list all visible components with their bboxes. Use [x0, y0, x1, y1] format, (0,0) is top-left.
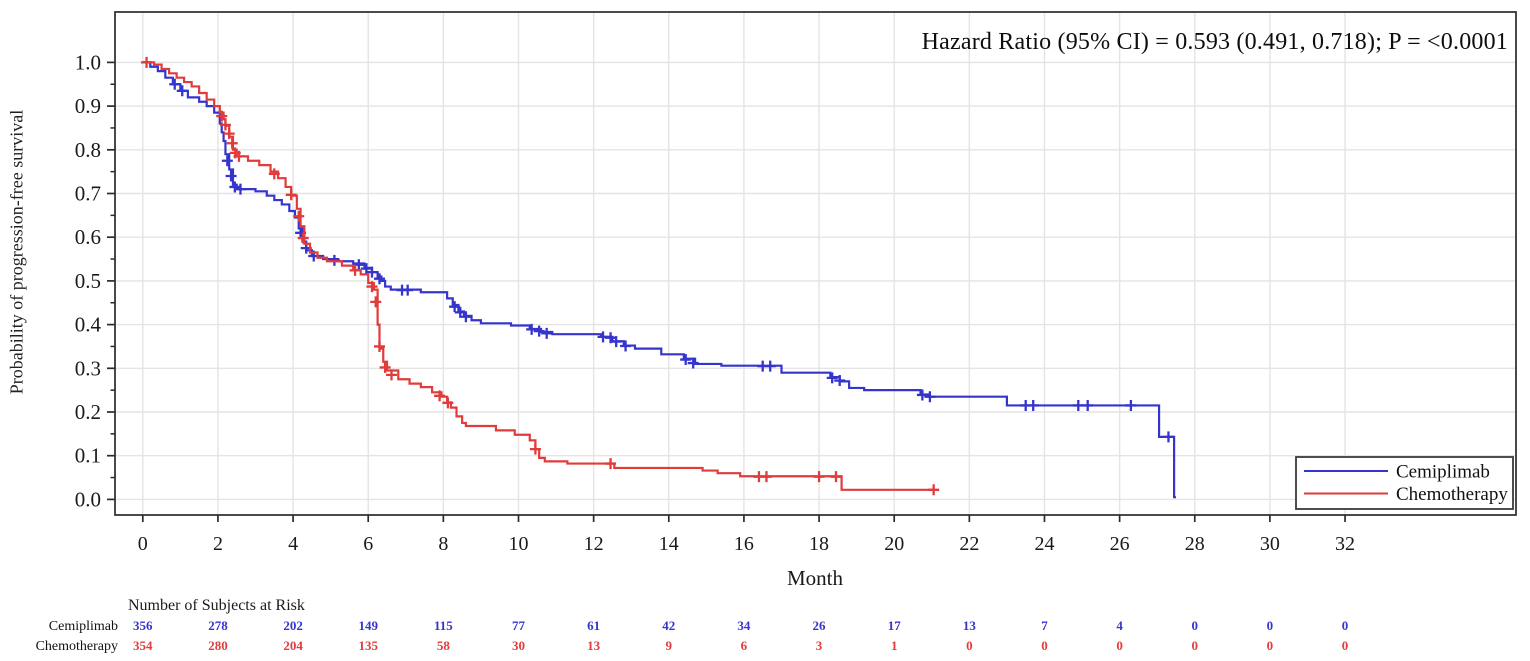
risk-count: 202	[283, 618, 303, 633]
x-axis-label: Month	[786, 566, 844, 590]
x-axis: 0 2 4 6 8 10 12 14 16 18 20 22 24 26 28 30 32	[138, 515, 1355, 555]
risk-count: 0	[1342, 618, 1349, 633]
series-chemotherapy	[141, 56, 940, 496]
risk-count: 0	[1192, 618, 1199, 633]
risk-count: 115	[434, 618, 453, 633]
censor-marks	[169, 78, 1174, 443]
svg-text:0.8: 0.8	[75, 138, 101, 162]
svg-text:22: 22	[959, 533, 979, 555]
svg-text:0.9: 0.9	[75, 94, 101, 118]
risk-table: Cemiplimab 356 278 202 149 115 77 61 42 34 26 17 13 7…	[36, 618, 1349, 654]
risk-count: 3	[816, 638, 823, 653]
svg-text:30: 30	[1260, 533, 1280, 555]
svg-text:18: 18	[809, 533, 829, 555]
svg-text:0.2: 0.2	[75, 400, 101, 424]
risk-count: 204	[283, 638, 303, 653]
risk-count: 17	[888, 618, 902, 633]
risk-count: 149	[358, 618, 378, 633]
risk-count: 9	[666, 638, 673, 653]
risk-count: 30	[512, 638, 525, 653]
svg-text:26: 26	[1110, 533, 1130, 555]
censor-marks	[141, 56, 940, 496]
risk-count: 0	[1041, 638, 1048, 653]
risk-count: 61	[587, 618, 600, 633]
risk-count: 280	[208, 638, 228, 653]
y-axis-label: Probability of progression-free survival	[6, 109, 27, 395]
risk-row-label: Cemiplimab	[49, 619, 118, 634]
svg-text:32: 32	[1335, 533, 1355, 555]
risk-count: 0	[1267, 618, 1274, 633]
legend-label: Chemotherapy	[1396, 484, 1508, 505]
series-cemiplimab	[142, 61, 1176, 499]
risk-row-label: Chemotherapy	[36, 639, 118, 654]
y-axis: 0.0 0.1 0.2 0.3 0.4 0.5 0.6 0.7 0.8 0.9 1.0	[75, 50, 115, 511]
svg-text:12: 12	[584, 533, 604, 555]
risk-count: 354	[133, 638, 153, 653]
svg-text:0.5: 0.5	[75, 269, 101, 293]
svg-text:28: 28	[1185, 533, 1205, 555]
risk-count: 0	[966, 638, 973, 653]
svg-text:8: 8	[438, 533, 448, 555]
svg-text:0: 0	[138, 533, 148, 555]
hazard-ratio-annotation: Hazard Ratio (95% CI) = 0.593 (0.491, 0.…	[921, 29, 1508, 55]
risk-count: 278	[208, 618, 228, 633]
svg-text:0.1: 0.1	[75, 444, 101, 468]
svg-text:4: 4	[288, 533, 298, 555]
risk-count: 135	[358, 638, 378, 653]
svg-text:2: 2	[213, 533, 223, 555]
risk-count: 26	[813, 618, 827, 633]
svg-text:16: 16	[734, 533, 754, 555]
risk-count: 77	[512, 618, 526, 633]
risk-count: 58	[437, 638, 451, 653]
risk-count: 13	[963, 618, 977, 633]
svg-text:1.0: 1.0	[75, 50, 101, 74]
risk-count: 1	[891, 638, 898, 653]
svg-text:20: 20	[884, 533, 904, 555]
risk-count: 356	[133, 618, 153, 633]
legend-label: Cemiplimab	[1396, 462, 1490, 483]
risk-count: 0	[1192, 638, 1199, 653]
risk-count: 7	[1041, 618, 1048, 633]
svg-text:0.0: 0.0	[75, 487, 101, 511]
svg-text:10: 10	[509, 533, 529, 555]
risk-count: 0	[1116, 638, 1123, 653]
risk-count: 13	[587, 638, 601, 653]
svg-text:0.7: 0.7	[75, 182, 101, 206]
risk-count: 4	[1116, 618, 1123, 633]
risk-count: 0	[1342, 638, 1349, 653]
risk-count: 34	[737, 618, 751, 633]
risk-count: 6	[741, 638, 748, 653]
svg-text:0.4: 0.4	[75, 313, 102, 337]
svg-text:24: 24	[1034, 533, 1054, 555]
risk-count: 42	[662, 618, 675, 633]
svg-text:0.3: 0.3	[75, 356, 101, 380]
risk-table-header: Number of Subjects at Risk	[128, 597, 305, 614]
svg-text:6: 6	[363, 533, 373, 555]
gridlines	[115, 12, 1516, 515]
risk-count: 0	[1267, 638, 1274, 653]
plot-frame	[114, 11, 1517, 516]
svg-text:0.6: 0.6	[75, 225, 101, 249]
svg-text:14: 14	[659, 533, 679, 555]
